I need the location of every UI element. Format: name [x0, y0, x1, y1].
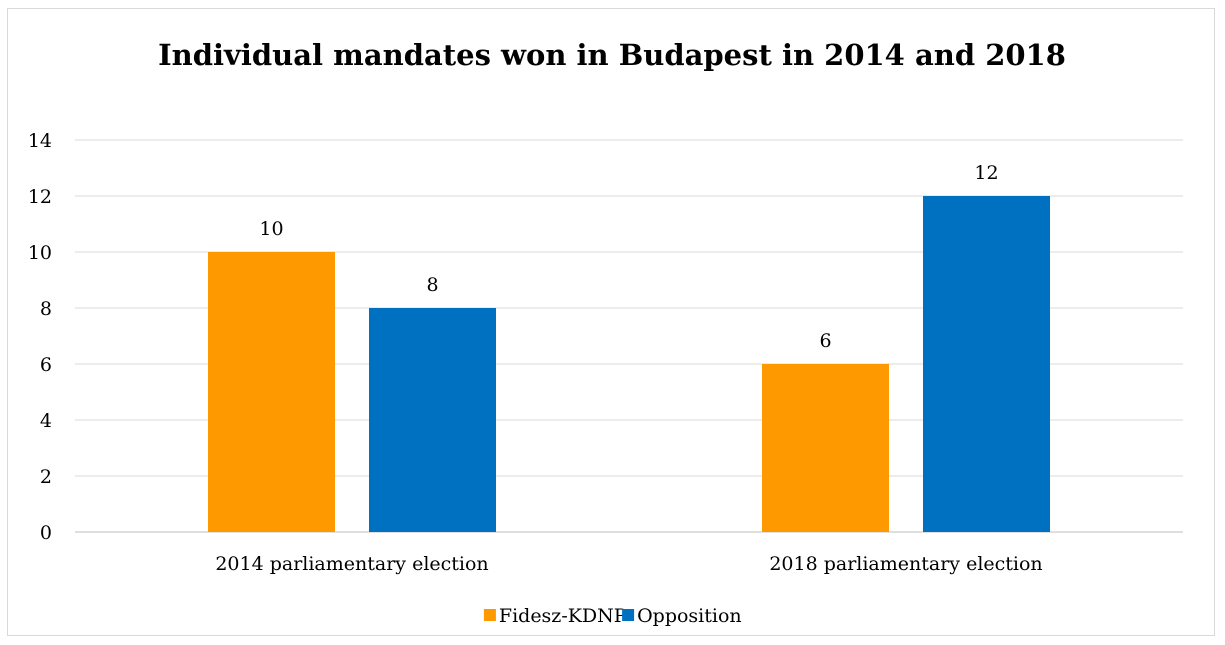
bar-opposition — [369, 308, 496, 532]
legend-label: Opposition — [637, 605, 742, 627]
x-category-label: 2018 parliamentary election — [769, 553, 1042, 575]
data-label: 10 — [259, 218, 283, 240]
legend-swatch — [483, 609, 496, 621]
legend-label: Fidesz-KDNP — [499, 605, 627, 627]
y-tick-label: 6 — [40, 354, 52, 376]
x-category-label: 2014 parliamentary election — [215, 553, 488, 575]
data-label: 8 — [426, 274, 438, 296]
y-tick-label: 0 — [40, 522, 52, 544]
y-tick-label: 8 — [40, 298, 52, 320]
legend: Fidesz-KDNP Opposition — [483, 605, 742, 627]
y-tick-label: 4 — [40, 410, 52, 432]
y-tick-label: 12 — [28, 186, 52, 208]
data-labels: 10 8 6 12 — [259, 162, 998, 352]
y-axis-ticks: 0 2 4 6 8 10 12 14 — [28, 130, 52, 544]
y-tick-label: 10 — [28, 242, 52, 264]
y-tick-label: 2 — [40, 466, 52, 488]
data-label: 12 — [974, 162, 998, 184]
bars — [208, 196, 1050, 532]
data-label: 6 — [819, 330, 831, 352]
x-axis-categories: 2014 parliamentary election 2018 parliame… — [215, 553, 1042, 575]
y-tick-label: 14 — [28, 130, 52, 152]
legend-swatch — [622, 609, 635, 621]
bar-opposition — [923, 196, 1050, 532]
bar-fidesz-kdnp — [208, 252, 335, 532]
bar-fidesz-kdnp — [762, 364, 889, 532]
chart-title: Individual mandates won in Budapest in 2… — [158, 38, 1066, 72]
